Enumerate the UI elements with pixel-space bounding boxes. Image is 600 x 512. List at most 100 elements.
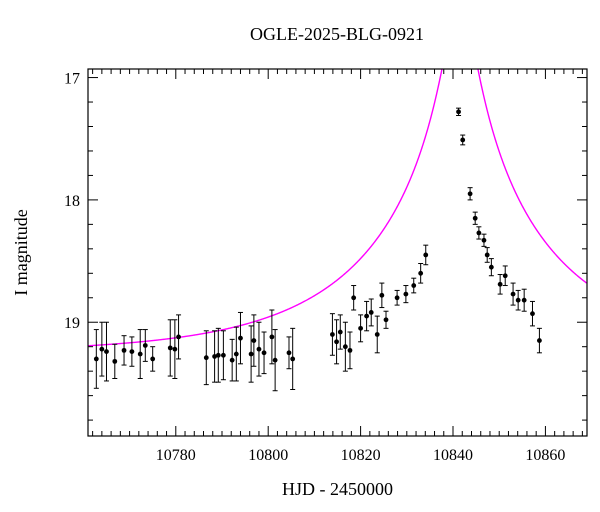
data-point bbox=[93, 329, 99, 389]
data-marker bbox=[394, 295, 400, 301]
data-marker bbox=[383, 317, 389, 323]
data-marker bbox=[99, 346, 105, 352]
data-marker bbox=[368, 310, 374, 315]
data-marker bbox=[93, 356, 99, 362]
data-marker bbox=[467, 191, 473, 197]
data-point bbox=[368, 298, 374, 327]
y-axis-label: I magnitude bbox=[11, 209, 31, 295]
data-point bbox=[337, 314, 343, 350]
data-marker bbox=[137, 351, 143, 357]
data-marker bbox=[248, 351, 254, 357]
data-marker bbox=[530, 311, 535, 317]
data-marker bbox=[238, 335, 243, 341]
data-point bbox=[99, 321, 105, 377]
data-marker bbox=[212, 354, 217, 359]
data-marker bbox=[203, 355, 209, 361]
data-point bbox=[237, 311, 243, 365]
data-point bbox=[251, 314, 257, 367]
data-marker bbox=[150, 356, 156, 362]
data-point bbox=[423, 244, 429, 266]
data-point bbox=[172, 319, 178, 380]
data-point bbox=[529, 300, 535, 327]
x-tick-label: 10840 bbox=[433, 447, 473, 464]
data-marker bbox=[121, 347, 127, 353]
data-marker bbox=[521, 297, 527, 303]
data-point bbox=[467, 187, 473, 201]
data-point bbox=[374, 315, 380, 354]
data-marker bbox=[215, 352, 221, 358]
x-tick-label: 10800 bbox=[248, 447, 288, 464]
data-point bbox=[142, 329, 148, 362]
data-point bbox=[121, 335, 127, 366]
y-tick-label: 19 bbox=[64, 315, 80, 332]
data-marker bbox=[460, 137, 466, 143]
data-marker bbox=[481, 237, 487, 243]
data-point bbox=[150, 346, 156, 372]
data-point bbox=[261, 331, 267, 375]
y-tick-label: 17 bbox=[64, 71, 80, 88]
data-marker bbox=[269, 334, 275, 340]
data-marker bbox=[251, 338, 257, 343]
data-point bbox=[403, 285, 409, 304]
data-marker bbox=[112, 358, 118, 364]
data-point bbox=[212, 330, 218, 383]
data-marker bbox=[411, 283, 417, 288]
data-point bbox=[233, 326, 239, 382]
data-point bbox=[484, 247, 490, 263]
data-marker bbox=[515, 297, 521, 303]
data-point bbox=[229, 338, 235, 382]
data-marker bbox=[497, 281, 503, 287]
data-marker bbox=[176, 334, 181, 340]
data-point bbox=[203, 330, 209, 386]
data-point bbox=[103, 321, 109, 382]
data-point bbox=[497, 274, 503, 295]
data-point bbox=[176, 314, 182, 360]
data-marker bbox=[129, 349, 135, 354]
data-point bbox=[329, 313, 335, 356]
data-marker bbox=[330, 332, 335, 337]
data-marker bbox=[172, 346, 178, 352]
data-point bbox=[488, 258, 494, 277]
plot-area bbox=[88, 69, 587, 392]
data-marker bbox=[337, 329, 343, 335]
data-point bbox=[167, 319, 173, 377]
data-point bbox=[515, 289, 521, 311]
data-marker bbox=[347, 347, 353, 353]
data-point bbox=[510, 282, 516, 306]
data-marker bbox=[484, 252, 490, 258]
data-point bbox=[137, 329, 143, 380]
data-marker bbox=[510, 291, 516, 297]
data-marker bbox=[423, 252, 429, 258]
data-point bbox=[342, 321, 348, 372]
data-marker bbox=[142, 343, 148, 348]
y-tick-label: 18 bbox=[64, 193, 80, 210]
data-marker bbox=[233, 351, 239, 357]
data-point bbox=[521, 288, 527, 312]
data-point bbox=[215, 327, 221, 383]
data-marker bbox=[374, 332, 380, 337]
data-marker bbox=[418, 270, 424, 276]
data-marker bbox=[220, 352, 226, 358]
data-marker bbox=[286, 350, 292, 356]
data-point bbox=[129, 336, 135, 367]
data-marker bbox=[334, 339, 339, 345]
data-point bbox=[358, 314, 364, 343]
data-marker bbox=[290, 356, 296, 362]
data-marker bbox=[358, 325, 364, 331]
x-axis-label: HJD - 2450000 bbox=[282, 479, 393, 499]
x-tick-label: 10820 bbox=[341, 447, 381, 464]
data-point bbox=[290, 327, 296, 391]
data-point bbox=[476, 226, 482, 240]
data-marker bbox=[537, 338, 542, 343]
x-tick-label: 10780 bbox=[156, 447, 196, 464]
data-marker bbox=[342, 344, 348, 350]
data-marker bbox=[456, 109, 461, 115]
chart-title: OGLE-2025-BLG-0921 bbox=[250, 24, 424, 44]
data-point bbox=[418, 263, 424, 284]
data-point bbox=[334, 319, 340, 365]
data-marker bbox=[104, 349, 109, 354]
data-marker bbox=[229, 357, 235, 363]
data-point bbox=[364, 300, 370, 332]
x-tick-label: 10860 bbox=[525, 447, 565, 464]
data-marker bbox=[476, 230, 482, 236]
